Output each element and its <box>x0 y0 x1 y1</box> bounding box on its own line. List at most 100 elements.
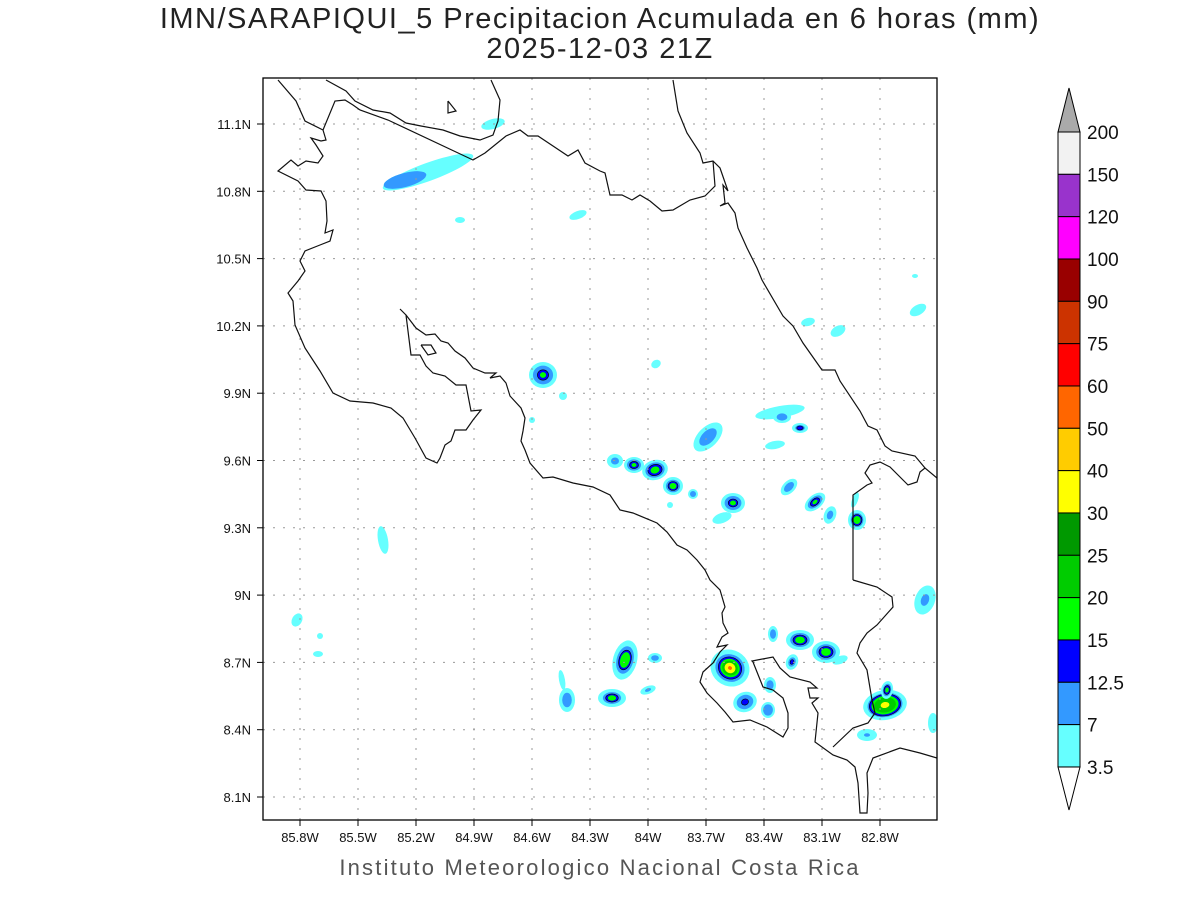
precip-contour-level <box>558 670 566 690</box>
colorbar-label: 15 <box>1087 631 1108 652</box>
lat-label: 10.8N <box>216 184 251 199</box>
precip-cell <box>792 423 808 433</box>
precip-cell <box>651 359 661 369</box>
precip-contour-level <box>920 594 930 606</box>
lat-label: 9.6N <box>224 454 251 469</box>
colorbar-swatch <box>1057 512 1081 556</box>
precip-cell <box>712 512 732 524</box>
colorbar-swatch <box>1057 258 1081 302</box>
lat-label: 9N <box>234 588 251 603</box>
precip-cell <box>721 493 745 513</box>
precip-cell <box>785 654 799 670</box>
lat-lon-grid <box>257 78 937 826</box>
precip-cell <box>291 613 303 627</box>
precipitation-contours <box>291 118 937 741</box>
colorbar-label: 90 <box>1087 292 1108 313</box>
precip-contour-level <box>830 325 846 337</box>
precip-cell <box>857 729 877 741</box>
precip-contour-level <box>631 463 637 467</box>
map-title: IMN/SARAPIQUI_5 Precipitacion Acumulada … <box>159 3 1041 35</box>
colorbar-swatch <box>1057 554 1081 599</box>
precip-contour-level <box>607 695 617 701</box>
colorbar-label: 100 <box>1087 250 1119 271</box>
precip-contour-level <box>455 217 465 223</box>
colorbar-swatch <box>1057 343 1081 387</box>
colorbar-label: 3.5 <box>1087 758 1113 779</box>
precip-cell <box>648 653 662 663</box>
lon-label: 83.7W <box>687 830 725 845</box>
colorbar-swatch <box>1057 173 1081 218</box>
precip-contour-level <box>383 171 427 189</box>
precip-contour-level <box>763 704 773 716</box>
coastlines-borders <box>276 79 937 814</box>
precip-contour-level <box>317 633 323 639</box>
precip-contour-level <box>766 680 774 690</box>
precip-cell <box>848 510 866 530</box>
precip-contour-level <box>765 440 785 450</box>
precip-contour-level <box>885 687 889 693</box>
colorbar-label: 40 <box>1087 462 1108 483</box>
latitude-labels: 11.1N 10.8N 10.5N 10.2N 9.9N 9.6N 9.3N 9N 8.7N 8.… <box>216 117 251 805</box>
precip-cell <box>455 217 465 223</box>
precip-cell <box>313 651 323 657</box>
precip-contour-level <box>539 372 547 378</box>
precip-contour-level <box>821 648 831 656</box>
lon-label: 82.8W <box>861 830 899 845</box>
colorbar-swatch <box>1057 131 1081 175</box>
precip-contour-level <box>826 510 834 520</box>
lon-label: 83.1W <box>803 830 841 845</box>
coastline-lakeNic <box>325 79 501 141</box>
lon-label: 84.9W <box>455 830 493 845</box>
colorbar-swatch <box>1057 681 1081 726</box>
coastline-pacificMain <box>405 314 937 814</box>
colorbar-label: 120 <box>1087 208 1119 229</box>
colorbar-over-triangle <box>1057 87 1081 133</box>
coastline-islandNicoya <box>420 344 437 356</box>
precip-cell <box>863 689 907 721</box>
precip-contour-level <box>795 636 805 644</box>
precip-contour-level <box>699 428 717 446</box>
lon-label: 85.8W <box>281 830 319 845</box>
colorbar-label: 50 <box>1087 419 1108 440</box>
precip-contour-level <box>853 516 861 524</box>
precip-cell <box>529 362 557 388</box>
colorbar-swatch <box>1057 597 1081 641</box>
lon-label: 84.3W <box>571 830 609 845</box>
colorbar-swatch <box>1057 470 1081 514</box>
precip-cell <box>642 459 668 481</box>
precip-contour-level <box>619 652 631 668</box>
precip-cell <box>812 641 840 663</box>
precip-contour-level <box>690 491 696 497</box>
longitude-labels: 85.8W 85.5W 85.2W 84.9W 84.6W 84.3W 84W 83.7W 83… <box>281 830 899 845</box>
precip-contour-level <box>650 466 660 474</box>
colorbar-swatch <box>1057 385 1081 429</box>
lat-label: 10.2N <box>216 319 251 334</box>
lat-label: 11.1N <box>217 117 251 132</box>
precip-cell <box>569 210 587 220</box>
precip-cell <box>786 630 814 650</box>
footer-credit: Instituto Meteorologico Nacional Costa R… <box>339 855 861 880</box>
precip-cell <box>667 502 673 508</box>
map-frame <box>262 77 938 821</box>
precip-contour-level <box>770 629 776 639</box>
colorbar-swatch <box>1057 300 1081 345</box>
lat-label: 9.9N <box>224 386 251 401</box>
precip-contour-level <box>559 392 567 400</box>
precip-cell <box>598 689 626 707</box>
lon-label: 85.2W <box>397 830 435 845</box>
precip-cell <box>801 317 815 327</box>
precip-cell <box>880 681 894 699</box>
lon-label: 84W <box>635 830 662 845</box>
precip-contour-level <box>569 210 587 220</box>
precip-cell <box>761 702 775 718</box>
precip-contour-level <box>796 425 804 431</box>
precip-cell <box>317 633 323 639</box>
precip-cell <box>928 713 937 733</box>
lat-label: 9.3N <box>224 521 251 536</box>
colorbar-swatch <box>1057 427 1081 472</box>
precip-contour-level <box>291 613 303 627</box>
precip-contour-level <box>730 500 736 506</box>
precip-cell <box>909 303 927 317</box>
precip-cell <box>765 440 785 450</box>
